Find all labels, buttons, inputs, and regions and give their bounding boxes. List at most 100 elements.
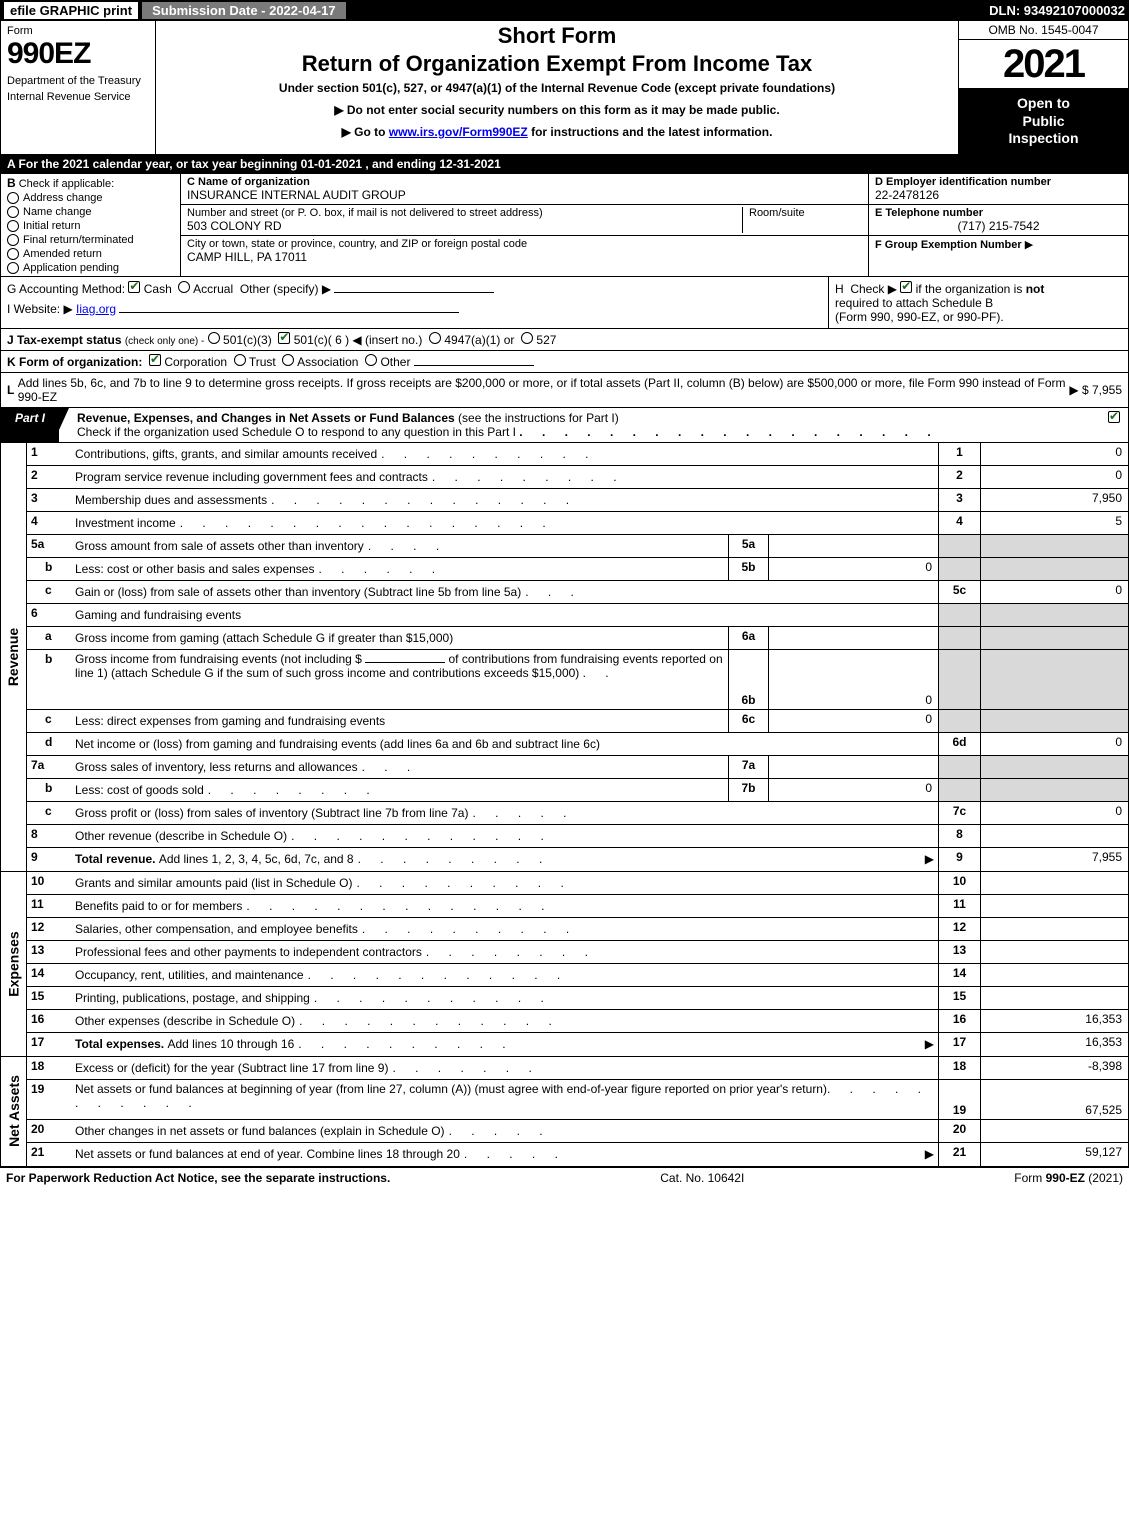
chk-part1-schedule-o[interactable] <box>1108 411 1120 423</box>
netassets-table: Net Assets 18 Excess or (deficit) for th… <box>0 1057 1129 1167</box>
footer-right: Form 990-EZ (2021) <box>1014 1171 1123 1185</box>
l-label: L <box>7 383 14 397</box>
row-j: J Tax-exempt status (check only one) - 5… <box>0 329 1129 351</box>
chk-527[interactable] <box>521 332 533 344</box>
part1-title-text: Revenue, Expenses, and Changes in Net As… <box>77 411 455 425</box>
dept-treasury: Department of the Treasury <box>7 75 149 87</box>
k-label: K Form of organization: <box>7 355 142 369</box>
row-2: 2 Program service revenue including gove… <box>27 466 1128 489</box>
chk-accrual[interactable] <box>178 281 190 293</box>
row-3: 3 Membership dues and assessments. . . .… <box>27 489 1128 512</box>
row-5a: 5a Gross amount from sale of assets othe… <box>27 535 1128 558</box>
val-20 <box>980 1120 1128 1142</box>
h-text-3: required to attach Schedule B <box>835 296 993 310</box>
h-text-2: if the organization is <box>916 282 1023 296</box>
val-14 <box>980 964 1128 986</box>
chk-amended-return[interactable]: Amended return <box>7 248 174 260</box>
val-8 <box>980 825 1128 847</box>
val-13 <box>980 941 1128 963</box>
val-11 <box>980 895 1128 917</box>
k-o4: Other <box>380 355 410 369</box>
row-k: K Form of organization: Corporation Trus… <box>0 351 1129 373</box>
row-8: 8 Other revenue (describe in Schedule O)… <box>27 825 1128 848</box>
chk-other-org[interactable] <box>365 354 377 366</box>
header-right: OMB No. 1545-0047 2021 Open to Public In… <box>958 21 1128 154</box>
chk-corp[interactable] <box>149 354 161 366</box>
chk-h[interactable] <box>900 281 912 293</box>
submission-date: Submission Date - 2022-04-17 <box>142 2 346 19</box>
h-label: H <box>835 282 844 296</box>
val-6a <box>768 627 938 649</box>
chk-initial-return[interactable]: Initial return <box>7 220 174 232</box>
val-3: 7,950 <box>980 489 1128 511</box>
val-10 <box>980 872 1128 894</box>
row-l: L Add lines 5b, 6c, and 7b to line 9 to … <box>0 373 1129 408</box>
netassets-side-label: Net Assets <box>1 1057 27 1166</box>
chk-application-pending[interactable]: Application pending <box>7 262 174 274</box>
row-7c: c Gross profit or (loss) from sales of i… <box>27 802 1128 825</box>
f-arrow: ▶ <box>1025 239 1033 251</box>
row-5c: c Gain or (loss) from sale of assets oth… <box>27 581 1128 604</box>
irs-link[interactable]: www.irs.gov/Form990EZ <box>389 125 528 139</box>
chk-501c3[interactable] <box>208 332 220 344</box>
part1-header: Part I Revenue, Expenses, and Changes in… <box>0 408 1129 443</box>
j-o3: 4947(a)(1) or <box>444 333 514 347</box>
6b-blank <box>365 662 445 663</box>
val-2: 0 <box>980 466 1128 488</box>
form-header: Form 990EZ Department of the Treasury In… <box>0 21 1129 155</box>
col-b: B Check if applicable: Address change Na… <box>1 174 181 276</box>
g-row: G Accounting Method: Cash Accrual Other … <box>7 281 822 296</box>
org-name: INSURANCE INTERNAL AUDIT GROUP <box>187 188 406 202</box>
arrow-icon: ▶ <box>925 1147 934 1161</box>
chk-4947[interactable] <box>429 332 441 344</box>
chk-assoc[interactable] <box>282 354 294 366</box>
chk-address-change[interactable]: Address change <box>7 192 174 204</box>
row-6b: b Gross income from fundraising events (… <box>27 650 1128 710</box>
chk-final-return[interactable]: Final return/terminated <box>7 234 174 246</box>
chk-501c[interactable] <box>278 332 290 344</box>
row-16: 16 Other expenses (describe in Schedule … <box>27 1010 1128 1033</box>
ein-value: 22-2478126 <box>875 188 1122 202</box>
expenses-table: Expenses 10 Grants and similar amounts p… <box>0 872 1129 1057</box>
k-o3: Association <box>297 355 358 369</box>
f-label: F Group Exemption Number <box>875 239 1022 251</box>
row-6c: c Less: direct expenses from gaming and … <box>27 710 1128 733</box>
row-21: 21 Net assets or fund balances at end of… <box>27 1143 1128 1166</box>
k-other-line <box>414 365 534 366</box>
instr-link-pre: ▶ Go to <box>342 125 389 139</box>
part1-title-sub: (see the instructions for Part I) <box>458 411 619 425</box>
val-12 <box>980 918 1128 940</box>
b-label: B <box>7 176 16 190</box>
row-6: 6 Gaming and fundraising events <box>27 604 1128 627</box>
chk-trust[interactable] <box>234 354 246 366</box>
arrow-icon: ▶ <box>925 852 934 866</box>
row-12: 12 Salaries, other compensation, and emp… <box>27 918 1128 941</box>
dln: DLN: 93492107000032 <box>989 3 1125 18</box>
open-to-public: Open to Public Inspection <box>959 89 1128 154</box>
instr-link-post: for instructions and the latest informat… <box>528 125 773 139</box>
val-5c: 0 <box>980 581 1128 603</box>
footer-left: For Paperwork Reduction Act Notice, see … <box>6 1171 390 1185</box>
instr-link-row: ▶ Go to www.irs.gov/Form990EZ for instru… <box>164 125 950 139</box>
website-link[interactable]: Iiag.org <box>76 302 116 316</box>
efile-label: efile GRAPHIC print <box>4 2 138 19</box>
form-label: Form <box>7 25 149 37</box>
e-label: E Telephone number <box>875 207 983 219</box>
chk-cash[interactable] <box>128 281 140 293</box>
i-row: I Website: ▶ Iiag.org <box>7 302 822 316</box>
row-9: 9 Total revenue. Add lines 1, 2, 3, 4, 5… <box>27 848 1128 871</box>
val-6b: 0 <box>768 650 938 709</box>
footer-center: Cat. No. 10642I <box>660 1171 744 1185</box>
val-5b: 0 <box>768 558 938 580</box>
page-footer: For Paperwork Reduction Act Notice, see … <box>0 1167 1129 1188</box>
row-14: 14 Occupancy, rent, utilities, and maint… <box>27 964 1128 987</box>
row-11: 11 Benefits paid to or for members. . . … <box>27 895 1128 918</box>
part1-check-text: Check if the organization used Schedule … <box>77 425 516 439</box>
j-o1: 501(c)(3) <box>223 333 272 347</box>
h-box: H Check ▶ if the organization is not req… <box>828 277 1128 328</box>
j-o4: 527 <box>536 333 556 347</box>
chk-name-change[interactable]: Name change <box>7 206 174 218</box>
val-16: 16,353 <box>980 1010 1128 1032</box>
instr-ssn: ▶ Do not enter social security numbers o… <box>164 103 950 117</box>
header-center: Short Form Return of Organization Exempt… <box>156 21 958 154</box>
